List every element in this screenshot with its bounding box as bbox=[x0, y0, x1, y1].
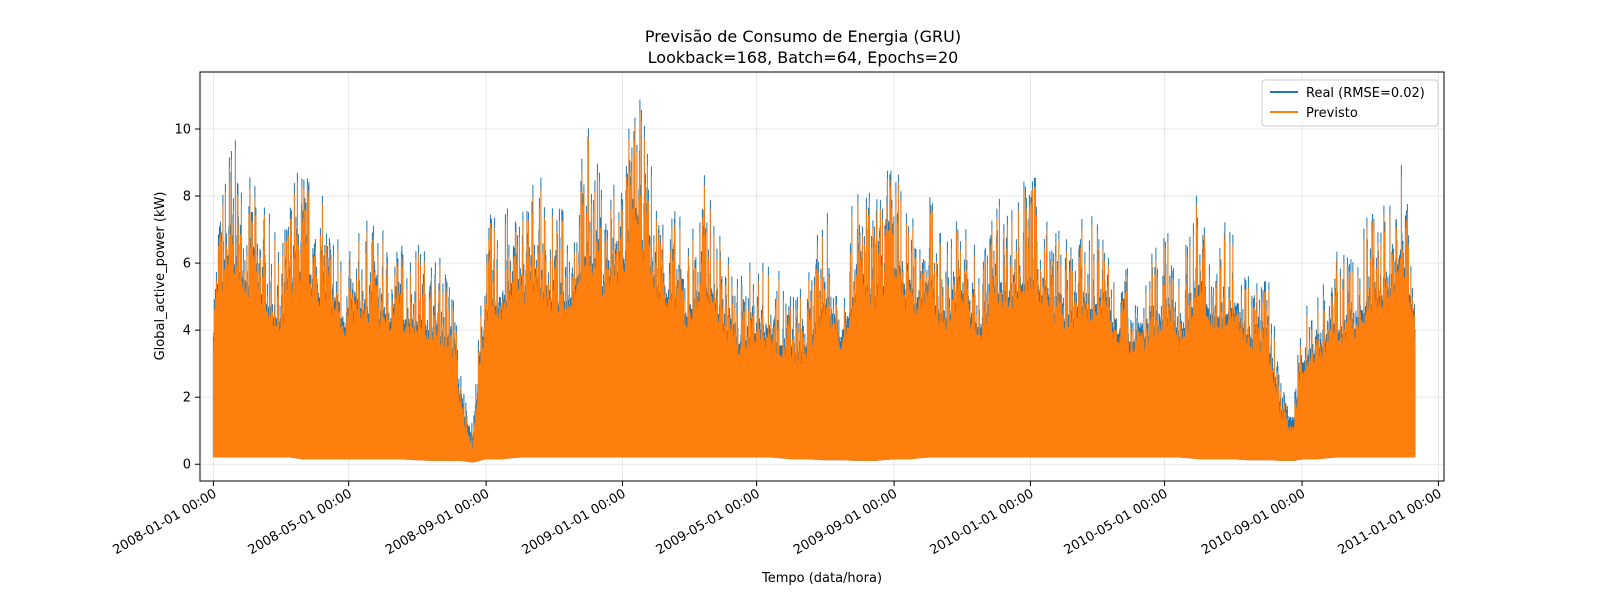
plot-area bbox=[212, 99, 1416, 463]
x-tick-label: 2008-05-01 00:00 bbox=[246, 486, 355, 558]
y-tick-label: 4 bbox=[183, 324, 191, 339]
x-tick-label: 2011-01-01 00:00 bbox=[1335, 486, 1444, 558]
x-tick-label: 2010-05-01 00:00 bbox=[1062, 486, 1171, 558]
chart-subtitle: Lookback=168, Batch=64, Epochs=20 bbox=[648, 48, 959, 67]
legend-box bbox=[1261, 79, 1439, 127]
plot-frame bbox=[199, 71, 1445, 482]
x-tick-label: 2008-09-01 00:00 bbox=[383, 486, 492, 558]
x-tick-label: 2009-01-01 00:00 bbox=[520, 486, 629, 558]
x-tick-label: 2010-01-01 00:00 bbox=[927, 486, 1036, 558]
x-axis-label: Tempo (data/hora) bbox=[761, 571, 882, 586]
x-tick-label: 2009-09-01 00:00 bbox=[791, 486, 900, 558]
x-tick-label: 2008-01-01 00:00 bbox=[110, 486, 219, 558]
y-tick-label: 10 bbox=[174, 122, 191, 137]
x-axis: 2008-01-01 00:00 2008-05-01 00:00 2008-09-… bbox=[110, 481, 1444, 558]
y-tick-label: 2 bbox=[183, 391, 191, 406]
legend-label-previsto: Previsto bbox=[1306, 106, 1358, 121]
y-axis-label: Global_active_power (kW) bbox=[153, 192, 168, 361]
legend-label-real: Real (RMSE=0.02) bbox=[1306, 86, 1425, 101]
legend: Real (RMSE=0.02) Previsto bbox=[1261, 79, 1439, 127]
y-tick-label: 6 bbox=[183, 257, 191, 272]
y-axis: 0 2 4 6 8 10 bbox=[174, 122, 200, 473]
y-tick-label: 0 bbox=[183, 458, 191, 473]
series-previsto bbox=[212, 110, 1416, 463]
y-tick-label: 8 bbox=[183, 190, 191, 205]
x-tick-label: 2009-05-01 00:00 bbox=[654, 486, 763, 558]
x-tick-label: 2010-09-01 00:00 bbox=[1199, 486, 1308, 558]
chart-title: Previsão de Consumo de Energia (GRU) bbox=[645, 27, 961, 46]
